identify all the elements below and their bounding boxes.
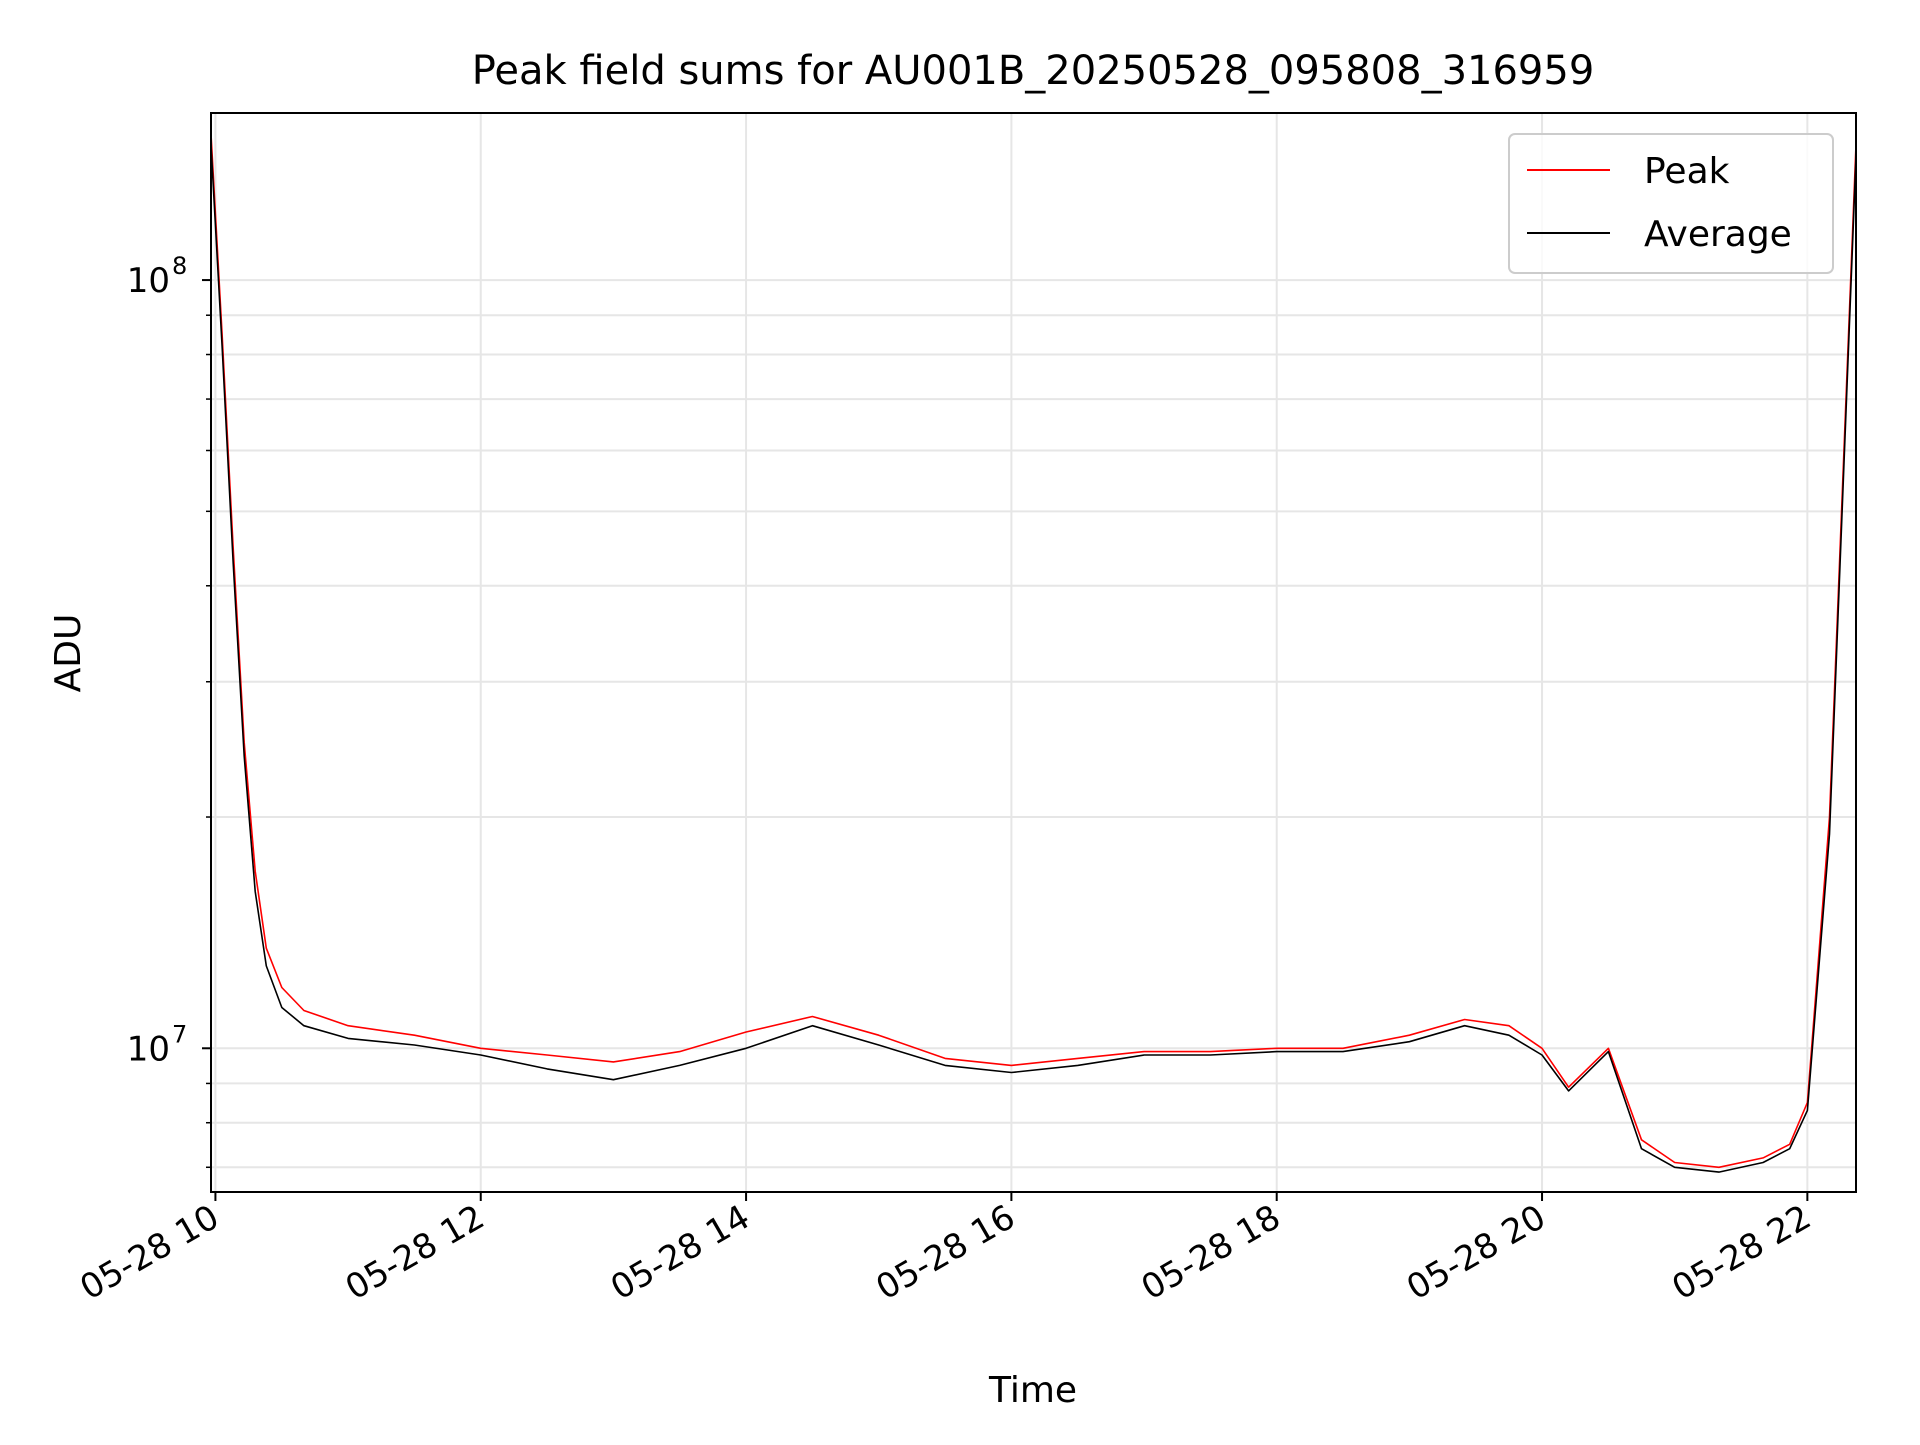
legend-average-label: Average bbox=[1644, 214, 1792, 255]
series-line-average bbox=[211, 144, 1856, 1173]
plot-frame bbox=[210, 112, 1857, 1193]
grid-lines bbox=[211, 113, 1856, 1192]
y-axis-label: ADU bbox=[48, 614, 89, 693]
chart-title: Peak field sums for AU001B_20250528_0958… bbox=[472, 48, 1595, 94]
y-tick-label-exponent: 8 bbox=[172, 252, 187, 280]
series-line-peak bbox=[211, 133, 1856, 1169]
x-axis-label: Time bbox=[988, 1370, 1077, 1411]
y-tick-label-exponent: 7 bbox=[172, 1020, 187, 1048]
legend-box bbox=[1508, 133, 1834, 274]
plot-area-background bbox=[211, 113, 1856, 1192]
legend-peak-label: Peak bbox=[1644, 151, 1730, 192]
series-lines bbox=[211, 133, 1856, 1173]
y-tick-label-base: 10 bbox=[127, 261, 170, 301]
y-tick-label-base: 10 bbox=[127, 1029, 170, 1069]
legend: Peak Average bbox=[1508, 133, 1834, 274]
